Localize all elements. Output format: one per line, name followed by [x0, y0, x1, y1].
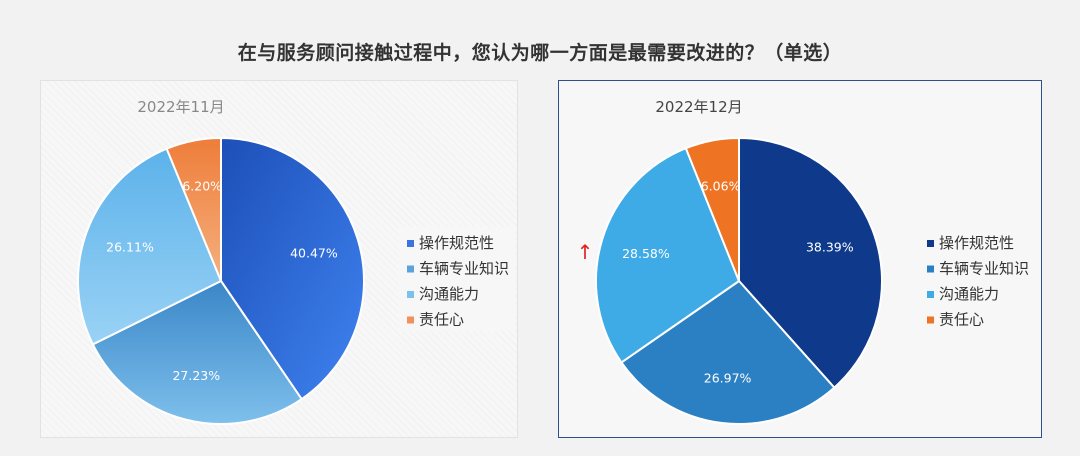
legend-background	[399, 227, 515, 331]
data-label-communication: 26.11%	[106, 240, 154, 255]
chart-title: 2022年12月	[655, 98, 742, 116]
data-label-knowledge: 26.97%	[704, 371, 752, 386]
data-label-knowledge: 27.23%	[172, 368, 220, 383]
legend-swatch-responsibility	[927, 316, 934, 324]
legend-swatch-operation	[927, 240, 934, 247]
page-title: 在与服务顾问接触过程中，您认为哪一方面是最需要改进的？（单选）	[237, 42, 843, 64]
legend-swatch-responsibility	[407, 316, 414, 324]
legend-label-knowledge: 车辆专业知识	[419, 260, 509, 278]
pie-slice-responsibility	[684, 136, 740, 282]
legend-swatch-knowledge	[407, 265, 414, 273]
legend-swatch-knowledge	[927, 265, 934, 273]
legend-swatch-communication	[927, 291, 934, 298]
pie-slice-communication	[77, 147, 223, 346]
legend-label-communication: 沟通能力	[419, 285, 479, 303]
data-label-responsibility: 6.20%	[182, 179, 222, 194]
pie-slice-knowledge	[91, 279, 304, 425]
pie-chart-dec: 2022年12月 ↑ 38.39% 26.97% 28.58% 6.06% 操作规范性车…	[577, 98, 1029, 425]
legend-label-responsibility: 责任心	[939, 311, 984, 329]
legend-swatch-communication	[407, 291, 414, 298]
pie-slice-operation	[738, 136, 883, 390]
legend-swatch-operation	[407, 240, 414, 247]
legend-label-communication: 沟通能力	[939, 285, 999, 303]
legend-label-operation: 操作规范性	[419, 234, 494, 252]
legend-label-responsibility: 责任心	[419, 311, 464, 329]
data-label-communication: 28.58%	[622, 246, 670, 261]
data-label-operation: 40.47%	[290, 245, 338, 260]
pie-chart-nov: 2022年11月 40.47% 27.23% 26.11% 6.20% 操作规范性车辆专…	[77, 98, 515, 425]
pie-slice-operation	[220, 136, 365, 401]
legend-label-knowledge: 车辆专业知识	[939, 260, 1029, 278]
pie-slice-communication	[595, 146, 741, 364]
annotation-arrow: ↑	[577, 240, 594, 264]
chart-panel-nov: 2022年11月 40.47% 27.23% 26.11% 6.20% 操作规范性车辆专…	[40, 80, 518, 438]
chart-panel-dec: 2022年12月 ↑ 38.39% 26.97% 28.58% 6.06% 操作规范性车…	[558, 80, 1042, 438]
legend-label-operation: 操作规范性	[939, 234, 1014, 252]
chart-title: 2022年11月	[137, 98, 224, 116]
pie-slice-responsibility	[165, 136, 222, 282]
data-label-operation: 38.39%	[806, 239, 854, 254]
data-label-responsibility: 6.06%	[701, 179, 741, 194]
pie-slice-knowledge	[620, 279, 836, 425]
